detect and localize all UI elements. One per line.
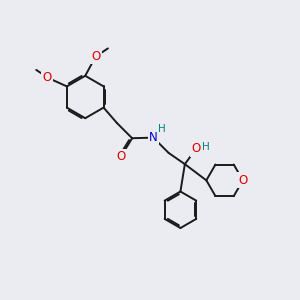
Text: O: O	[92, 50, 101, 63]
Text: O: O	[191, 142, 201, 155]
Text: O: O	[43, 71, 52, 84]
Text: N: N	[149, 131, 158, 144]
Text: O: O	[238, 174, 248, 187]
Text: O: O	[116, 150, 126, 163]
Text: H: H	[158, 124, 166, 134]
Text: H: H	[202, 142, 209, 152]
